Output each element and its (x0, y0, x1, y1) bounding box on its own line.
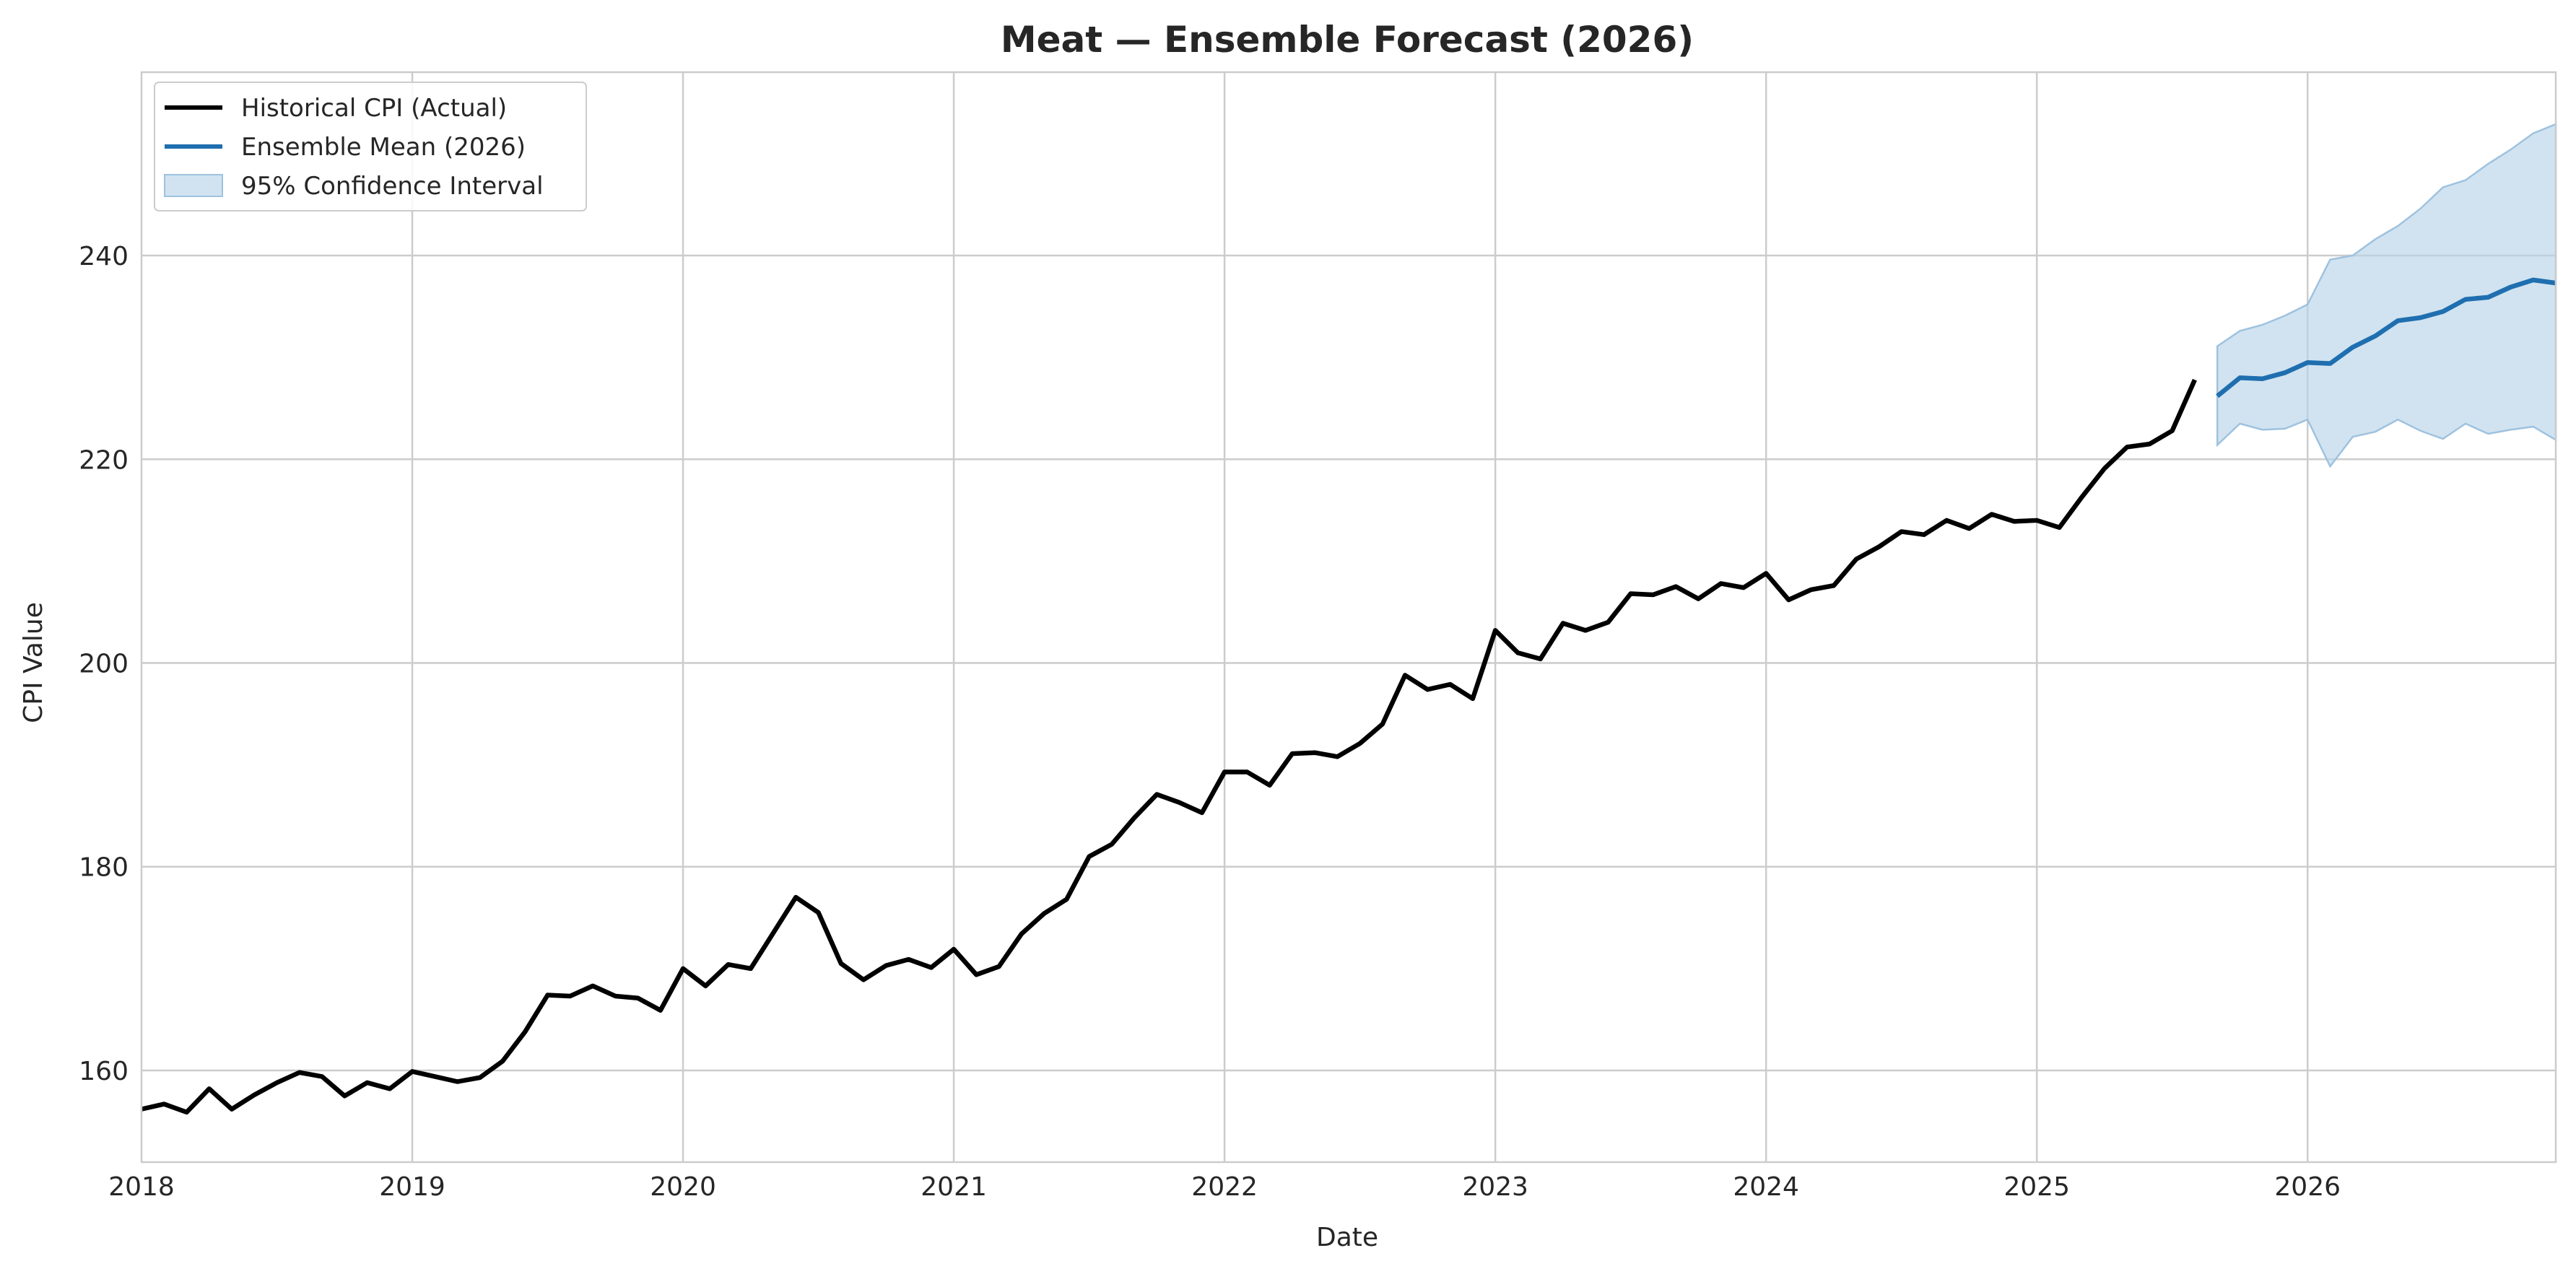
x-tick-label: 2026 (2274, 1172, 2341, 1202)
y-tick-label: 220 (79, 445, 129, 475)
y-tick-labels: 160 180 200 220 240 (79, 242, 129, 1086)
grid (142, 72, 2556, 1162)
series-lines (141, 277, 2557, 1115)
chart-title: Meat — Ensemble Forecast (2026) (1001, 19, 1694, 61)
x-tick-labels: 2018 2019 2020 2021 2022 2023 2024 2025 2026 (108, 1172, 2341, 1202)
legend-label-confidence: 95% Confidence Interval (241, 172, 544, 201)
x-tick-label: 2020 (650, 1172, 716, 1202)
x-axis-label: Date (1316, 1223, 1378, 1252)
legend-label-historical: Historical CPI (Actual) (241, 94, 507, 123)
y-tick-label: 180 (79, 853, 129, 883)
x-tick-label: 2024 (1733, 1172, 1799, 1202)
y-tick-label: 200 (79, 650, 129, 679)
plot-frame (140, 71, 2557, 1164)
x-tick-label: 2018 (108, 1172, 175, 1202)
historical-cpi-line (141, 378, 2197, 1115)
x-tick-label: 2023 (1462, 1172, 1528, 1202)
legend-box (154, 82, 587, 211)
ensemble-mean-line (2216, 277, 2557, 398)
legend-label-ensemble: Ensemble Mean (2026) (241, 133, 526, 162)
x-tick-label: 2025 (2003, 1172, 2070, 1202)
y-axis-label: CPI Value (19, 602, 48, 723)
x-tick-label: 2021 (921, 1172, 987, 1202)
y-tick-label: 160 (79, 1057, 129, 1086)
x-tick-label: 2022 (1191, 1172, 1258, 1202)
legend-swatch-confidence (164, 174, 223, 197)
legend: Historical CPI (Actual) Ensemble Mean (2… (154, 82, 587, 211)
y-tick-label: 240 (79, 242, 129, 271)
x-tick-label: 2019 (379, 1172, 445, 1202)
